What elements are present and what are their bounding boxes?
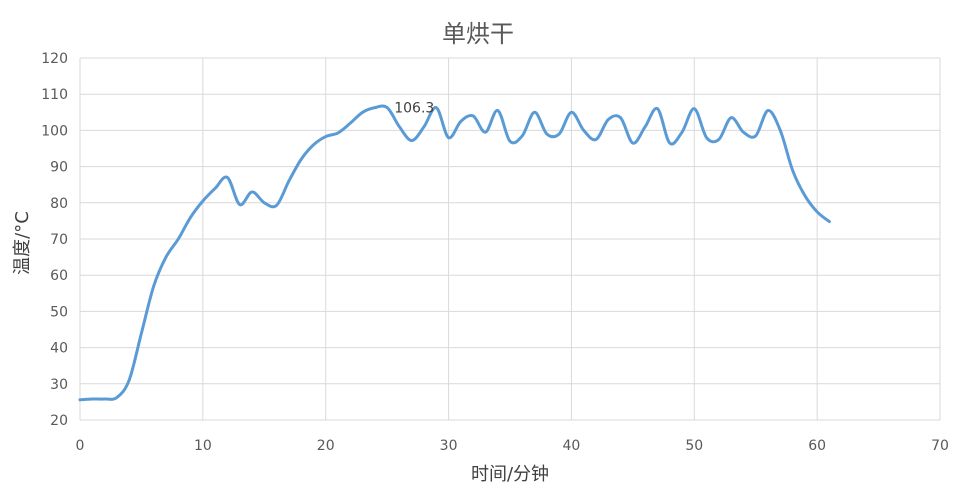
x-axis-title: 时间/分钟 [470, 464, 550, 485]
x-tick-label: 10 [194, 438, 212, 454]
series-line [78, 104, 831, 402]
y-tick-label: 80 [50, 196, 68, 212]
x-tick-label: 30 [440, 438, 458, 454]
data-label: 106.3 [394, 101, 434, 117]
x-tick-label: 0 [76, 438, 85, 454]
y-tick-label: 50 [50, 304, 68, 320]
y-tick-label: 40 [50, 341, 68, 357]
y-tick-label: 60 [50, 268, 68, 284]
y-tick-label: 70 [50, 232, 68, 248]
y-tick-label: 100 [41, 123, 68, 139]
y-tick-label: 110 [41, 87, 68, 103]
x-tick-label: 20 [317, 438, 335, 454]
x-tick-label: 50 [685, 438, 703, 454]
x-tick-label: 40 [563, 438, 581, 454]
y-axis-title: 温度/°C [12, 211, 33, 275]
y-tick-label: 20 [50, 413, 68, 429]
chart-title: 单烘干 [442, 20, 514, 48]
x-tick-label: 60 [808, 438, 826, 454]
x-tick-label: 70 [931, 438, 949, 454]
y-tick-label: 120 [41, 51, 68, 67]
y-tick-label: 30 [50, 377, 68, 393]
y-tick-label: 90 [50, 160, 68, 176]
